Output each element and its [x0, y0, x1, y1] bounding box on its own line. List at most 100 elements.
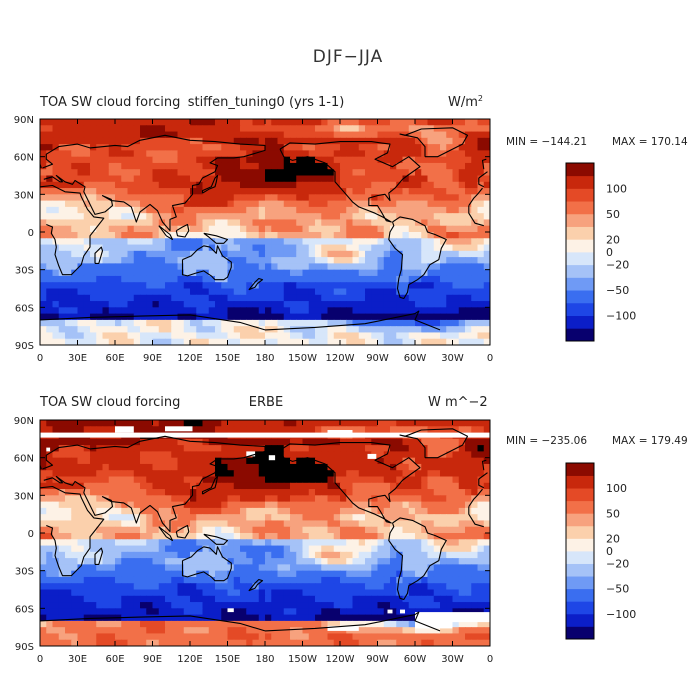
field-cell — [396, 520, 404, 528]
field-cell — [402, 188, 410, 195]
field-cell — [477, 144, 485, 151]
field-cell — [408, 238, 416, 246]
field-cell — [202, 338, 210, 345]
field-cell — [146, 175, 154, 183]
field-cell — [321, 307, 329, 315]
field-cell — [121, 188, 129, 195]
field-cell — [127, 602, 135, 609]
field-cell — [390, 282, 397, 290]
field-cell — [90, 294, 97, 302]
field-cell — [433, 489, 441, 496]
field-cell — [421, 420, 429, 427]
field-cell — [146, 608, 154, 616]
field-cell — [333, 119, 341, 126]
field-cell — [71, 288, 79, 296]
field-cell — [308, 162, 316, 170]
field-cell — [233, 520, 241, 528]
field-cell — [421, 200, 429, 208]
field-cell — [77, 238, 85, 246]
field-cell — [108, 282, 116, 290]
field-cell — [221, 206, 229, 214]
field-cell — [115, 539, 122, 547]
field-cell — [215, 137, 222, 145]
field-cell — [115, 244, 122, 252]
field-cell — [208, 332, 216, 340]
field-cell — [65, 232, 72, 239]
field-cell — [115, 551, 122, 559]
field-cell — [158, 213, 166, 221]
field-cell — [121, 551, 129, 559]
field-cell — [346, 219, 354, 227]
field-cell — [121, 144, 129, 151]
field-cell — [52, 457, 60, 465]
field-cell — [221, 501, 229, 509]
field-cell — [202, 595, 210, 603]
field-cell — [246, 445, 254, 452]
field-cell — [46, 482, 54, 490]
field-cell — [358, 533, 366, 540]
field-cell — [483, 125, 490, 133]
field-cell — [402, 150, 410, 158]
field-cell — [258, 457, 266, 465]
field-cell — [333, 257, 341, 264]
field-cell — [296, 150, 304, 158]
field-cell — [390, 608, 397, 616]
field-cell — [121, 608, 129, 616]
field-cell — [421, 206, 429, 214]
field-cell — [377, 119, 385, 126]
field-cell — [196, 206, 204, 214]
field-cell — [90, 250, 97, 258]
field-cell — [358, 426, 366, 434]
field-cell — [115, 194, 122, 202]
field-cell — [340, 301, 347, 308]
field-cell — [296, 501, 304, 509]
field-cell — [296, 213, 304, 221]
field-cell — [483, 282, 490, 290]
field-cell — [290, 595, 297, 603]
y-tick-label: 30N — [14, 190, 34, 201]
field-cell — [346, 269, 354, 277]
field-cell — [252, 507, 260, 515]
field-cell — [315, 583, 322, 591]
field-cell — [296, 200, 304, 208]
field-cell — [177, 144, 185, 151]
field-cell — [283, 219, 291, 227]
field-cell — [327, 420, 335, 427]
field-cell — [77, 482, 85, 490]
field-cell — [227, 332, 235, 340]
field-cell — [277, 219, 285, 227]
field-cell — [477, 319, 485, 327]
field-cell — [265, 213, 272, 221]
field-cell — [271, 263, 279, 271]
field-cell — [77, 514, 85, 522]
field-cell — [102, 307, 110, 315]
field-cell — [308, 213, 316, 221]
field-cell — [421, 332, 429, 340]
colorbar-tick-label: 20 — [606, 233, 620, 246]
field-cell — [246, 169, 254, 177]
field-cell — [308, 489, 316, 496]
field-cell — [308, 188, 316, 195]
field-cell — [46, 495, 54, 503]
field-cell — [483, 313, 490, 321]
field-cell — [433, 313, 441, 321]
field-cell — [208, 326, 216, 334]
field-cell — [415, 326, 422, 334]
field-cell — [415, 181, 422, 189]
field-cell — [146, 570, 154, 578]
field-cell — [471, 489, 479, 496]
field-cell — [83, 338, 91, 345]
field-cell — [108, 451, 116, 459]
field-cell — [258, 307, 266, 315]
field-cell — [302, 457, 310, 465]
field-cell — [433, 482, 441, 490]
field-cell — [333, 489, 341, 496]
field-cell — [65, 520, 72, 528]
field-cell — [402, 219, 410, 227]
field-cell — [96, 200, 104, 208]
field-cell — [165, 326, 172, 334]
x-tick-label: 150E — [215, 353, 240, 364]
field-cell — [346, 288, 354, 296]
field-cell — [415, 238, 422, 246]
field-cell — [171, 269, 179, 277]
